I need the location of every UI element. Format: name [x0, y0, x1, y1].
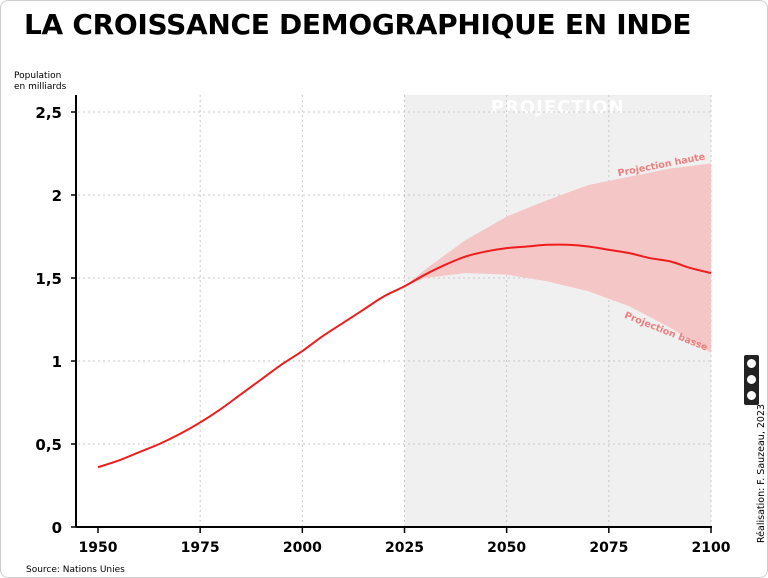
y-axis-label: Population en milliards	[14, 71, 74, 93]
x-tick-label: 2000	[283, 540, 322, 556]
y-tick-label: 0	[52, 519, 62, 537]
y-tick-label: 2	[52, 187, 62, 205]
y-tick-label: 2,5	[35, 104, 62, 122]
population-line	[97, 243, 712, 469]
x-tick-label: 1975	[181, 540, 220, 556]
source-note: Source: Nations Unies	[26, 565, 125, 575]
x-tick-label: 2075	[589, 540, 628, 556]
x-tick-label: 2025	[385, 540, 424, 556]
cc-dot	[746, 358, 757, 369]
y-tick-label: 1,5	[35, 270, 62, 288]
cc-dot	[746, 390, 757, 401]
projection-region-label: PROJECTION	[491, 97, 625, 118]
chart-title: LA CROISSANCE DEMOGRAPHIQUE EN INDE	[24, 8, 692, 41]
cc-dot	[746, 374, 757, 385]
x-tick-label: 2050	[487, 540, 526, 556]
y-axis-label-text: Population en milliards	[14, 71, 67, 92]
x-tick-label: 1950	[79, 540, 118, 556]
projection-band	[404, 163, 711, 353]
y-tick-label: 1	[52, 353, 62, 371]
y-tick-label: 0,5	[35, 436, 62, 454]
credit-note: Réalisation: F. Sauzeau, 2023	[756, 403, 767, 543]
x-tick-label: 2100	[692, 540, 731, 556]
cc-by-nc-sa-icon	[744, 355, 759, 405]
